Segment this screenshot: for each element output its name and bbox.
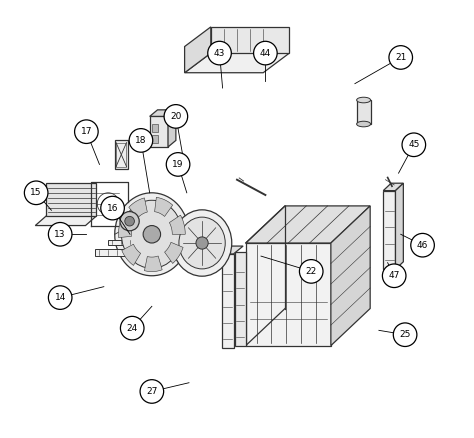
Circle shape <box>300 260 323 283</box>
Text: 24: 24 <box>127 324 138 332</box>
Polygon shape <box>383 183 403 191</box>
Polygon shape <box>222 246 243 254</box>
Circle shape <box>383 264 406 288</box>
Circle shape <box>208 41 231 65</box>
Ellipse shape <box>121 200 182 268</box>
Bar <box>108 240 135 245</box>
Circle shape <box>48 223 72 246</box>
Circle shape <box>129 129 153 152</box>
Circle shape <box>164 105 188 128</box>
Ellipse shape <box>356 97 371 103</box>
Polygon shape <box>145 256 162 272</box>
Text: 22: 22 <box>306 267 317 276</box>
Circle shape <box>402 133 426 156</box>
Polygon shape <box>118 218 134 238</box>
Text: 27: 27 <box>146 387 157 396</box>
Circle shape <box>143 226 161 243</box>
Polygon shape <box>150 110 176 117</box>
Polygon shape <box>331 206 370 346</box>
Polygon shape <box>122 244 141 265</box>
Polygon shape <box>46 183 96 216</box>
Text: 16: 16 <box>107 204 118 212</box>
Text: 47: 47 <box>389 271 400 280</box>
Text: 46: 46 <box>417 241 428 250</box>
Ellipse shape <box>356 121 371 127</box>
Text: 20: 20 <box>170 112 182 121</box>
Polygon shape <box>35 216 96 226</box>
Bar <box>115 141 128 169</box>
Ellipse shape <box>173 210 232 276</box>
Circle shape <box>120 212 139 231</box>
Polygon shape <box>246 206 370 243</box>
Text: 18: 18 <box>135 136 146 145</box>
Polygon shape <box>164 242 183 264</box>
Ellipse shape <box>179 217 225 269</box>
Bar <box>152 124 158 132</box>
Circle shape <box>389 46 412 69</box>
Bar <box>95 249 128 256</box>
Text: 13: 13 <box>55 230 66 239</box>
Text: 19: 19 <box>173 160 184 169</box>
Circle shape <box>125 216 135 226</box>
Text: 45: 45 <box>408 140 419 149</box>
Bar <box>117 143 126 166</box>
Text: 14: 14 <box>55 293 66 302</box>
Circle shape <box>24 181 48 205</box>
Text: 43: 43 <box>214 49 225 57</box>
Circle shape <box>101 196 124 220</box>
Circle shape <box>254 41 277 65</box>
Circle shape <box>411 233 434 257</box>
Polygon shape <box>169 215 185 234</box>
Bar <box>383 191 395 269</box>
Text: 15: 15 <box>30 188 42 197</box>
Bar <box>150 117 168 147</box>
Polygon shape <box>129 198 147 218</box>
Polygon shape <box>211 27 290 53</box>
Circle shape <box>74 120 98 144</box>
Circle shape <box>120 316 144 340</box>
Text: 25: 25 <box>400 330 411 339</box>
Polygon shape <box>155 197 173 216</box>
Circle shape <box>393 323 417 346</box>
Text: 17: 17 <box>81 127 92 136</box>
Bar <box>152 135 158 143</box>
Ellipse shape <box>115 193 189 276</box>
Circle shape <box>196 237 208 249</box>
Bar <box>222 254 234 348</box>
Circle shape <box>48 286 72 309</box>
Polygon shape <box>168 110 176 147</box>
Circle shape <box>140 380 164 403</box>
Bar <box>235 252 246 346</box>
Text: 44: 44 <box>260 49 271 57</box>
Bar <box>356 100 371 124</box>
Polygon shape <box>184 53 290 73</box>
Polygon shape <box>184 27 211 73</box>
Circle shape <box>166 152 190 176</box>
Polygon shape <box>246 243 331 346</box>
Polygon shape <box>395 183 403 269</box>
Text: 21: 21 <box>395 53 406 62</box>
